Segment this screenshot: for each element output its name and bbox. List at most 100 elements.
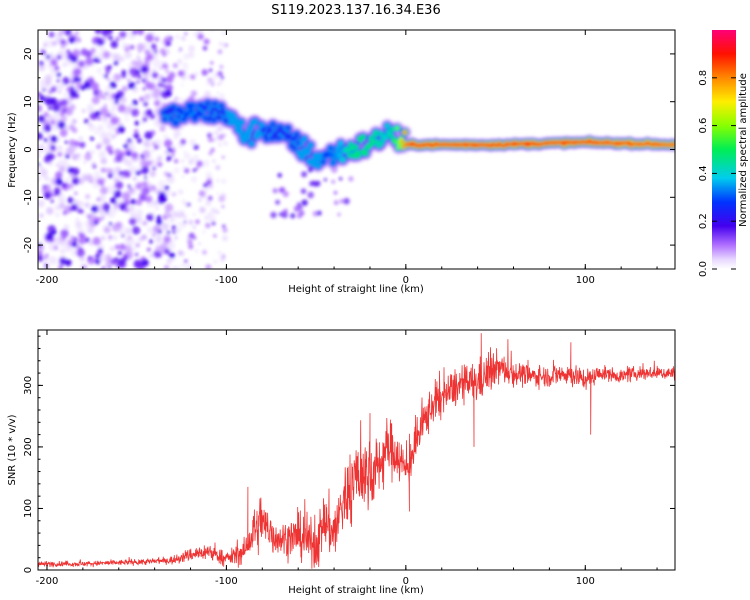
noise-blob [190,90,197,97]
noise-blob [62,108,67,113]
noise-blob [144,131,153,140]
noise-blob [169,217,176,224]
ridge-mid [238,118,245,126]
noise-blob [77,210,81,214]
noise-blob [53,245,59,251]
ridge-core [224,118,229,124]
colorbar-tick-label: 0.8 [698,70,709,86]
noise-blob [102,203,111,212]
noise-blob [134,120,140,126]
noise-blob [210,207,217,214]
noise-blob [90,136,95,141]
noise-blob [158,180,166,188]
noise-blob [301,199,308,206]
ridge-peak [525,143,529,147]
noise-blob [157,252,162,258]
noise-blob [192,156,199,163]
noise-blob [130,198,137,205]
noise-blob [168,252,176,259]
noise-blob [190,176,198,183]
noise-blob [70,80,75,85]
noise-blob [197,197,202,202]
noise-blob [272,188,278,194]
ridge-core [283,131,288,137]
noise-blob [125,30,131,33]
snr-ticks: -200 -100 0 100 0 100 200 300 [23,330,675,587]
noise-blob [38,202,43,208]
noise-blob [114,127,118,132]
noise-blob [117,258,126,267]
noise-blob [203,38,210,45]
noise-blob [220,80,223,83]
noise-blob [126,106,132,113]
noise-blob [171,192,176,197]
noise-blob [86,105,95,114]
noise-blob [77,153,81,157]
noise-blob [115,181,124,190]
noise-blob [182,62,189,69]
noise-blob [129,205,135,211]
ridge-mid [304,147,312,155]
noise-blob [100,217,104,221]
noise-blob [119,243,126,251]
noise-blob [150,43,157,50]
noise-blob [130,211,137,219]
noise-blob [175,34,180,39]
noise-blob [177,58,183,65]
noise-blob [60,229,69,238]
noise-blob [119,202,127,211]
noise-blob [50,145,56,150]
noise-blob [217,49,223,55]
noise-blob [94,130,99,135]
ridge-core [377,143,382,148]
noise-blob [140,65,149,74]
noise-blob [157,229,162,234]
noise-blob [157,82,163,88]
noise-blob [60,115,68,123]
noise-blob [184,32,188,36]
noise-blob [38,91,42,97]
ridge-core [346,148,351,153]
ridge-core [285,125,291,131]
noise-blob [126,242,130,246]
noise-blob [124,227,132,235]
noise-blob [131,151,139,159]
noise-blob [164,89,172,97]
x-tick-label: -200 [36,275,59,286]
noise-blob [121,170,129,178]
ridge-core [207,115,213,121]
spectrogram-xlabel: Height of straight line (km) [288,284,424,295]
noise-blob [172,63,178,69]
ridge-mid [314,162,322,170]
noise-blob [83,160,87,164]
noise-blob [187,239,193,245]
figure-title: S119.2023.137.16.34.E36 [271,3,440,18]
noise-blob [135,170,141,176]
noise-blob [182,214,187,220]
noise-blob [201,69,208,76]
noise-blob [136,43,145,52]
noise-blob [184,259,188,264]
ridge-core [358,138,363,143]
noise-blob [160,75,163,79]
noise-blob [51,193,56,197]
y-tick-label: 300 [23,376,34,395]
noise-blob [174,96,179,101]
noise-blob [184,168,190,174]
noise-blob [210,61,214,65]
noise-blob [112,53,121,62]
noise-blob [204,163,209,167]
snr-series-line [38,333,675,569]
noise-blob [57,145,63,152]
noise-blob [145,33,154,43]
noise-blob [131,226,141,235]
ridge-core [388,133,394,138]
noise-blob [113,190,122,199]
ridge-peak [409,143,413,147]
noise-blob [122,157,129,165]
colorbar-tick-label: 0.6 [698,118,709,134]
ridge-peak [614,143,618,146]
noise-blob [90,82,100,91]
noise-blob [78,136,83,141]
noise-blob [94,30,102,34]
